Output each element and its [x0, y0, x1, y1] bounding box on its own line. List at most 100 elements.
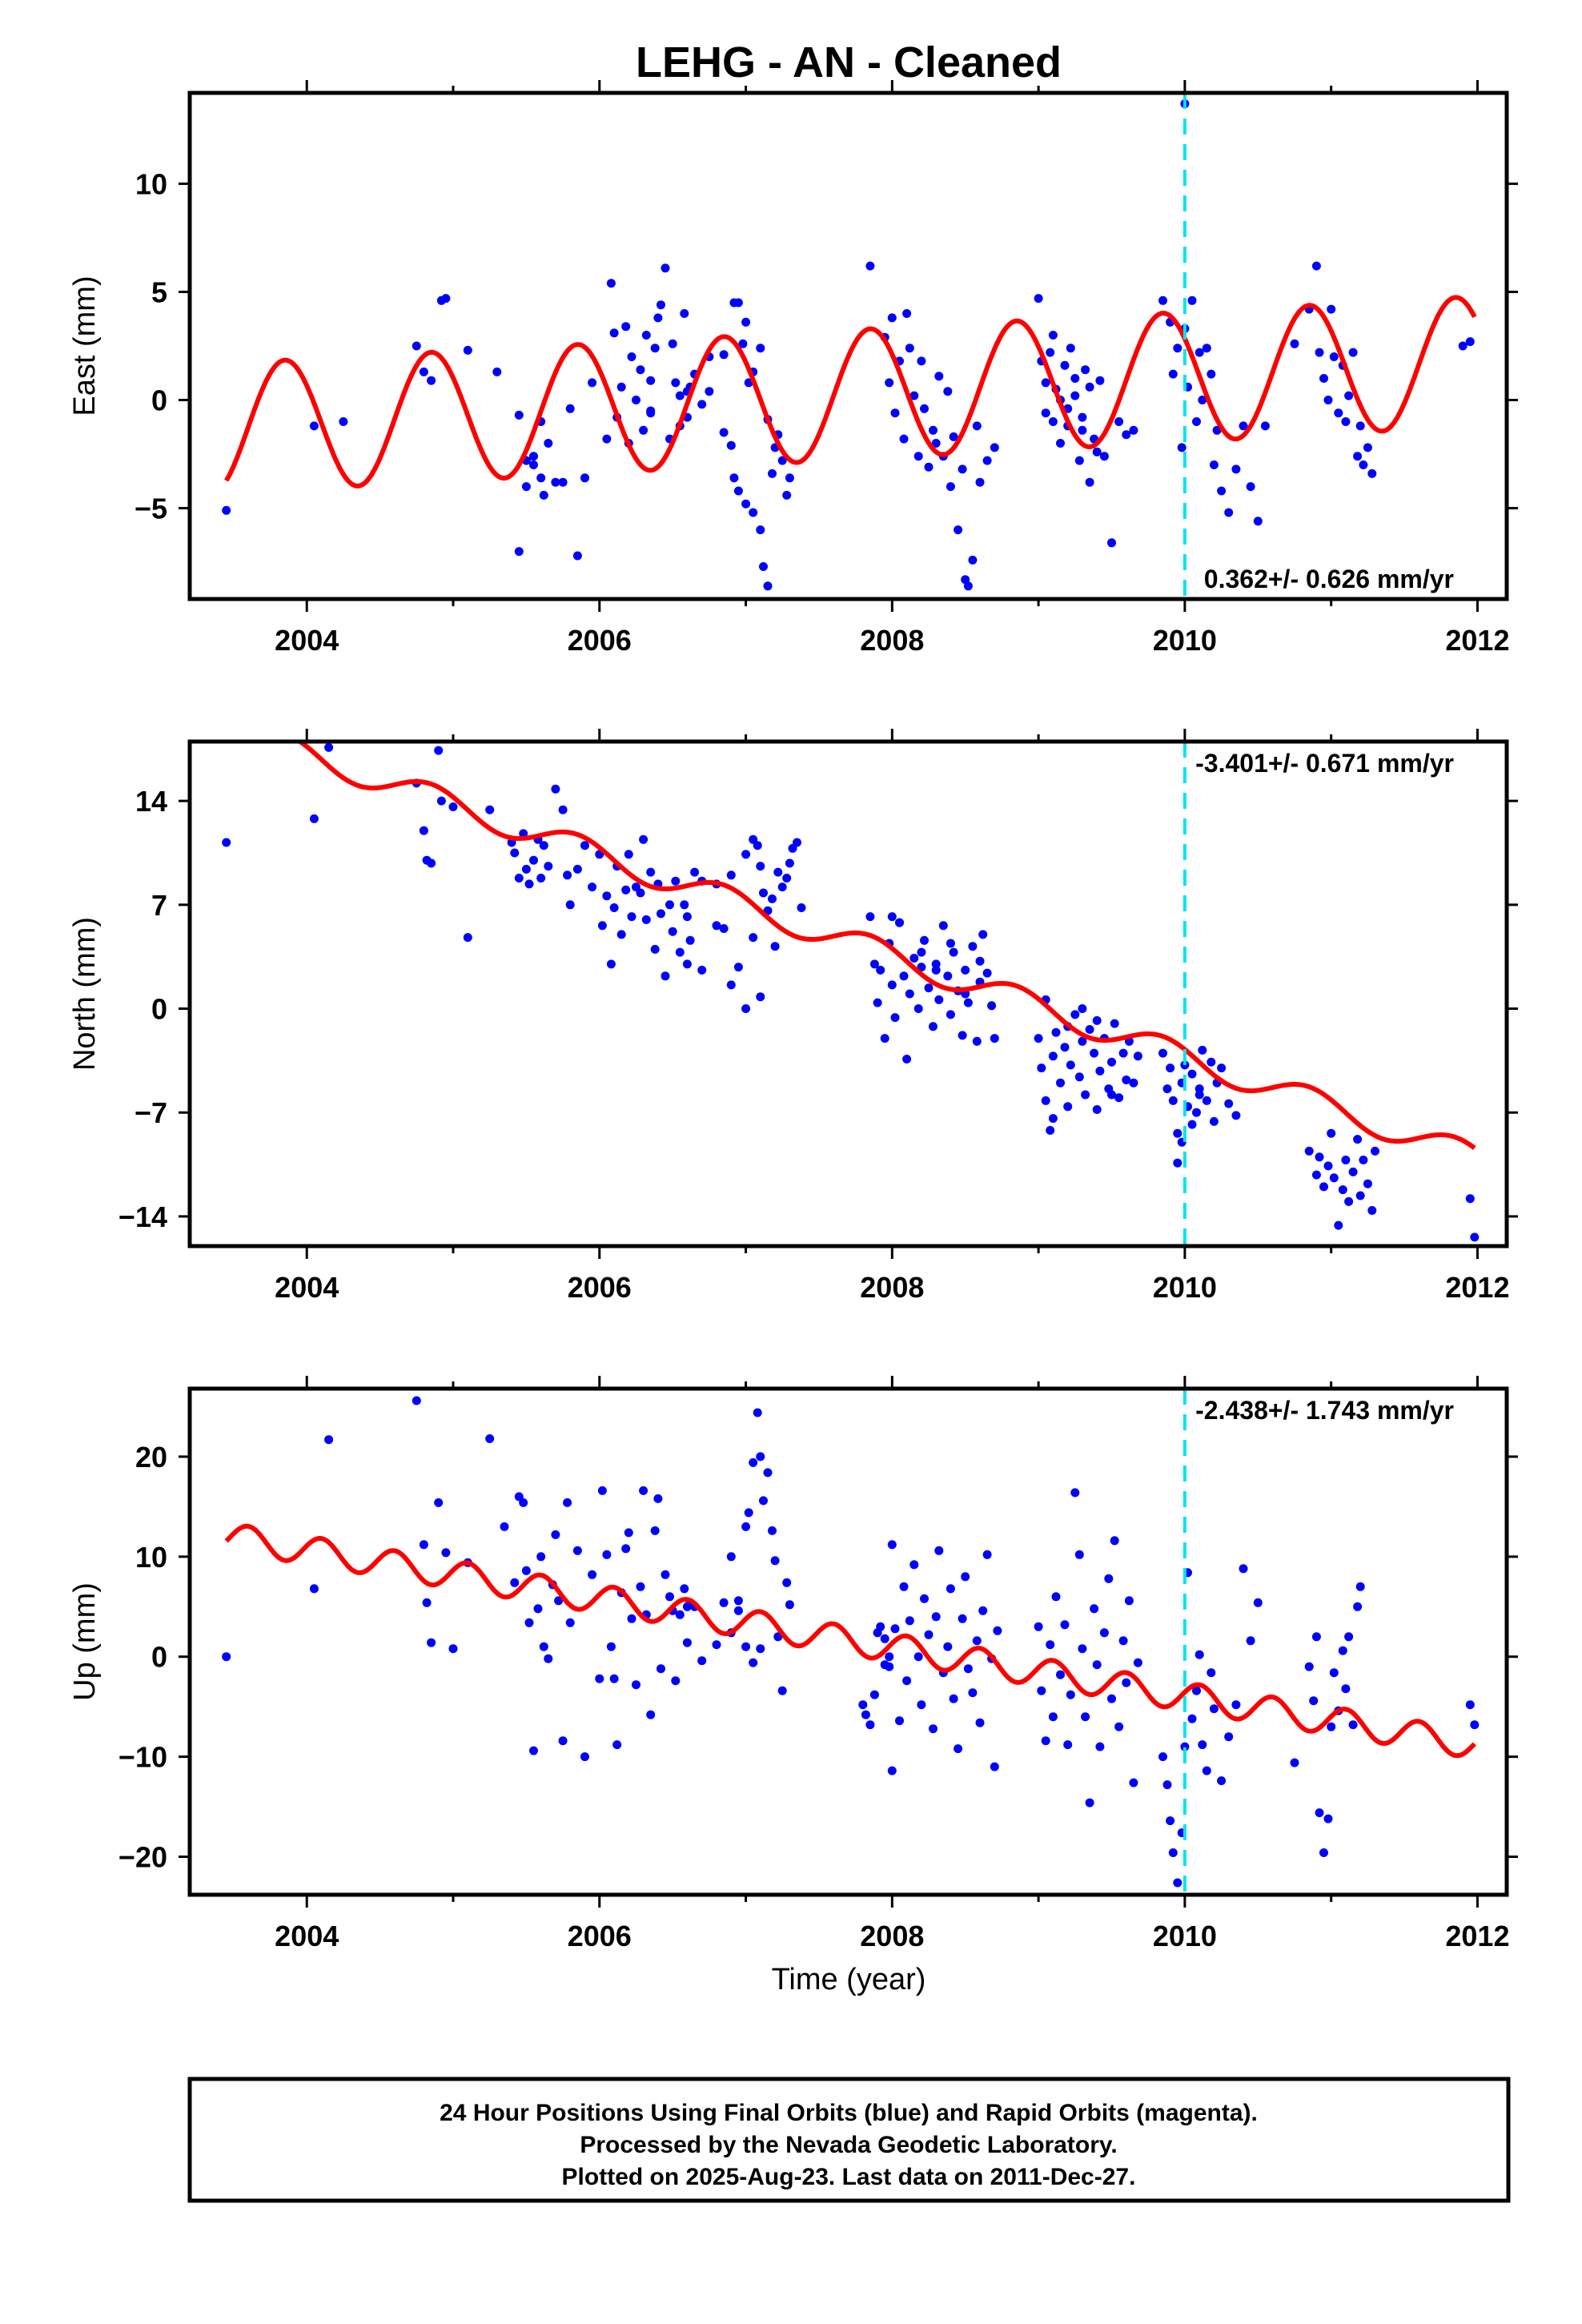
- data-point: [1081, 365, 1090, 375]
- y-tick-label: −5: [135, 493, 167, 525]
- data-point: [1319, 1848, 1328, 1857]
- data-point: [1465, 1194, 1475, 1204]
- data-point: [913, 452, 923, 461]
- data-point: [627, 352, 636, 361]
- data-point: [650, 1526, 660, 1535]
- data-point: [1090, 1048, 1099, 1058]
- data-point: [753, 1408, 762, 1417]
- data-point: [1133, 1051, 1142, 1061]
- data-point: [1173, 1878, 1182, 1888]
- data-point: [558, 1736, 568, 1746]
- data-point: [1114, 417, 1124, 426]
- data-point: [621, 322, 631, 332]
- data-point: [1231, 464, 1241, 474]
- data-point: [1048, 1712, 1058, 1722]
- data-point: [671, 1676, 681, 1686]
- data-point: [733, 1596, 743, 1606]
- data-point: [1202, 1096, 1211, 1105]
- data-point: [510, 848, 520, 858]
- data-point: [539, 1642, 548, 1651]
- data-point: [580, 841, 589, 850]
- data-point: [665, 1592, 674, 1602]
- footer-line-1: 24 Hour Positions Using Final Orbits (bl…: [440, 2100, 1258, 2126]
- data-point: [639, 425, 648, 435]
- data-point: [544, 862, 553, 871]
- data-point: [671, 876, 681, 886]
- data-point: [719, 350, 729, 360]
- data-point: [1048, 331, 1058, 340]
- x-tick-label: 2012: [1445, 1271, 1509, 1304]
- data-point: [624, 1528, 633, 1538]
- data-point: [1290, 339, 1299, 348]
- data-point: [1465, 337, 1475, 347]
- y-tick-label: 14: [135, 785, 167, 818]
- data-point: [993, 1626, 1002, 1635]
- data-point: [949, 1694, 958, 1703]
- data-point: [958, 1031, 967, 1040]
- data-point: [656, 1664, 665, 1674]
- data-point: [529, 460, 538, 469]
- data-point: [1107, 1694, 1116, 1703]
- data-point: [1192, 1686, 1201, 1695]
- data-point: [1060, 360, 1070, 370]
- data-point: [558, 805, 568, 814]
- footer-line-2: Processed by the Nevada Geodetic Laborat…: [580, 2132, 1117, 2158]
- data-point: [1037, 1063, 1046, 1073]
- data-point: [551, 1530, 560, 1539]
- data-point: [524, 879, 534, 889]
- data-point: [1118, 1048, 1128, 1058]
- data-point: [1195, 1650, 1204, 1659]
- data-point: [682, 912, 692, 922]
- data-point: [909, 954, 919, 963]
- data-point: [885, 378, 894, 388]
- data-point: [1187, 296, 1197, 305]
- data-point: [880, 1034, 889, 1043]
- data-point: [1371, 1146, 1379, 1156]
- data-point: [463, 933, 472, 943]
- data-point: [650, 344, 660, 353]
- data-point: [1311, 1632, 1321, 1642]
- y-tick-label: 5: [151, 275, 167, 308]
- data-point: [1046, 1126, 1055, 1135]
- data-point: [756, 862, 765, 871]
- data-point: [558, 477, 568, 487]
- data-point: [1074, 1072, 1084, 1082]
- data-point: [588, 378, 597, 388]
- data-point: [646, 406, 656, 416]
- data-point: [671, 378, 681, 388]
- data-point: [1074, 456, 1084, 465]
- data-point: [627, 912, 636, 922]
- data-point: [931, 439, 941, 448]
- model-curve: [224, 1523, 1476, 1759]
- data-point: [938, 921, 948, 931]
- data-point: [929, 1022, 938, 1031]
- data-point: [1315, 1808, 1324, 1818]
- data-point: [1470, 1720, 1480, 1730]
- data-point: [1341, 417, 1351, 426]
- data-point: [1122, 430, 1131, 440]
- data-point: [1209, 1116, 1219, 1126]
- data-point: [1110, 1019, 1119, 1028]
- data-point: [588, 1570, 597, 1579]
- data-point: [653, 1494, 663, 1503]
- data-point: [1133, 1658, 1142, 1667]
- data-point: [968, 942, 978, 951]
- data-point: [624, 850, 633, 859]
- data-point: [448, 1644, 458, 1654]
- data-point: [749, 933, 758, 943]
- data-point: [668, 927, 677, 936]
- data-point: [975, 956, 985, 966]
- data-point: [1323, 1161, 1333, 1171]
- data-point: [1195, 1084, 1204, 1094]
- data-point: [987, 1001, 997, 1011]
- x-tick-label: 2004: [275, 1920, 339, 1952]
- data-point: [1334, 1220, 1343, 1230]
- data-point: [1334, 408, 1343, 418]
- data-point: [777, 1686, 787, 1695]
- data-point: [621, 885, 631, 895]
- y-tick-label: −7: [135, 1096, 167, 1129]
- data-point: [1162, 1084, 1172, 1094]
- data-point: [1162, 1780, 1172, 1790]
- data-point: [1177, 443, 1186, 452]
